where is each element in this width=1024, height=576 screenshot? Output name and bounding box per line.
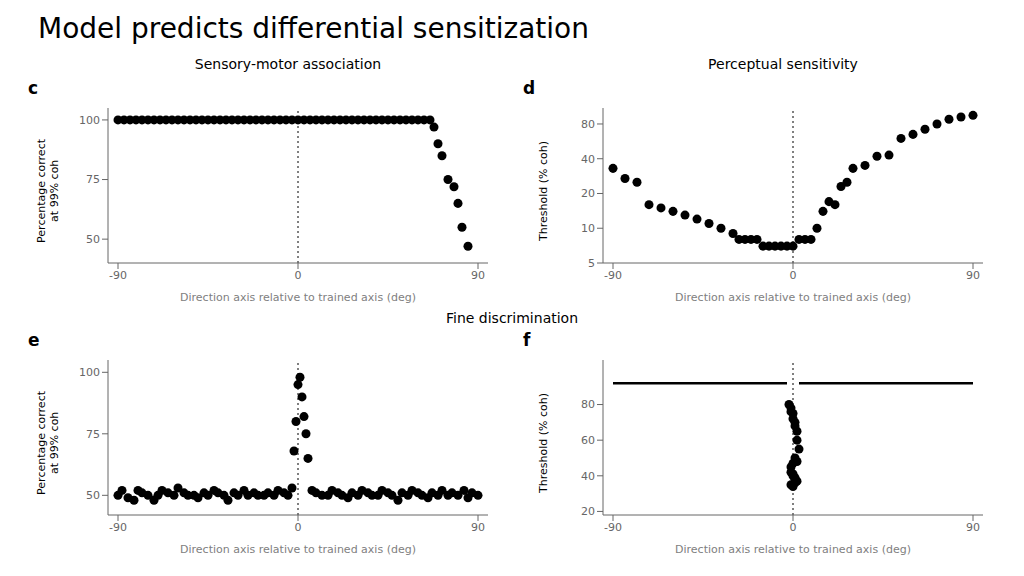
svg-text:80: 80 [581, 398, 595, 411]
html-text:Threshold (% coh): Threshold (% coh) [536, 140, 550, 241]
svg-text:90: 90 [966, 521, 980, 534]
html-text:e: e [28, 330, 40, 350]
html-text:d: d [523, 78, 536, 98]
svg-text:10: 10 [581, 222, 595, 235]
svg-text:0: 0 [790, 521, 797, 534]
svg-text:90: 90 [966, 269, 980, 282]
svg-text:-90: -90 [604, 269, 622, 282]
svg-text:Direction axis relative to tra: Direction axis relative to trained axis … [675, 543, 911, 556]
svg-text:-90: -90 [604, 521, 622, 534]
svg-text:100: 100 [79, 114, 100, 127]
svg-text:75: 75 [86, 173, 100, 186]
html-text:Percentage correct at 99% coh: Percentage correct at 99% coh [35, 390, 61, 495]
svg-text:0: 0 [295, 521, 302, 534]
svg-text:50: 50 [86, 489, 100, 502]
svg-text:-90: -90 [109, 521, 127, 534]
svg-text:80: 80 [581, 118, 595, 131]
svg-text:20: 20 [581, 505, 595, 518]
html-text:f: f [523, 330, 531, 350]
svg-text:50: 50 [86, 233, 100, 246]
svg-text:20: 20 [581, 187, 595, 200]
svg-text:Direction axis relative to tra: Direction axis relative to trained axis … [675, 291, 911, 304]
svg-text:75: 75 [86, 428, 100, 441]
svg-text:5: 5 [588, 257, 595, 270]
svg-text:60: 60 [581, 434, 595, 447]
svg-text:Direction axis relative to tra: Direction axis relative to trained axis … [180, 543, 416, 556]
svg-text:40: 40 [581, 153, 595, 166]
svg-text:-90: -90 [109, 269, 127, 282]
svg-text:40: 40 [581, 470, 595, 483]
html-text:Model predicts differential se: Model predicts differential sensitizatio… [38, 12, 589, 45]
svg-text:90: 90 [471, 269, 485, 282]
html-text:Percentage correct at 99% coh: Percentage correct at 99% coh [35, 138, 61, 243]
html-text:c: c [28, 78, 39, 98]
html-text:Fine discrimination: Fine discrimination [446, 310, 578, 326]
svg-text:0: 0 [295, 269, 302, 282]
svg-text:0: 0 [790, 269, 797, 282]
svg-text:90: 90 [471, 521, 485, 534]
svg-text:100: 100 [79, 366, 100, 379]
html-text:Threshold (% coh): Threshold (% coh) [536, 392, 550, 493]
svg-text:Direction axis relative to tra: Direction axis relative to trained axis … [180, 291, 416, 304]
html-text:Sensory-motor association: Sensory-motor association [194, 56, 382, 72]
html-text:Perceptual sensitivity: Perceptual sensitivity [708, 56, 858, 72]
